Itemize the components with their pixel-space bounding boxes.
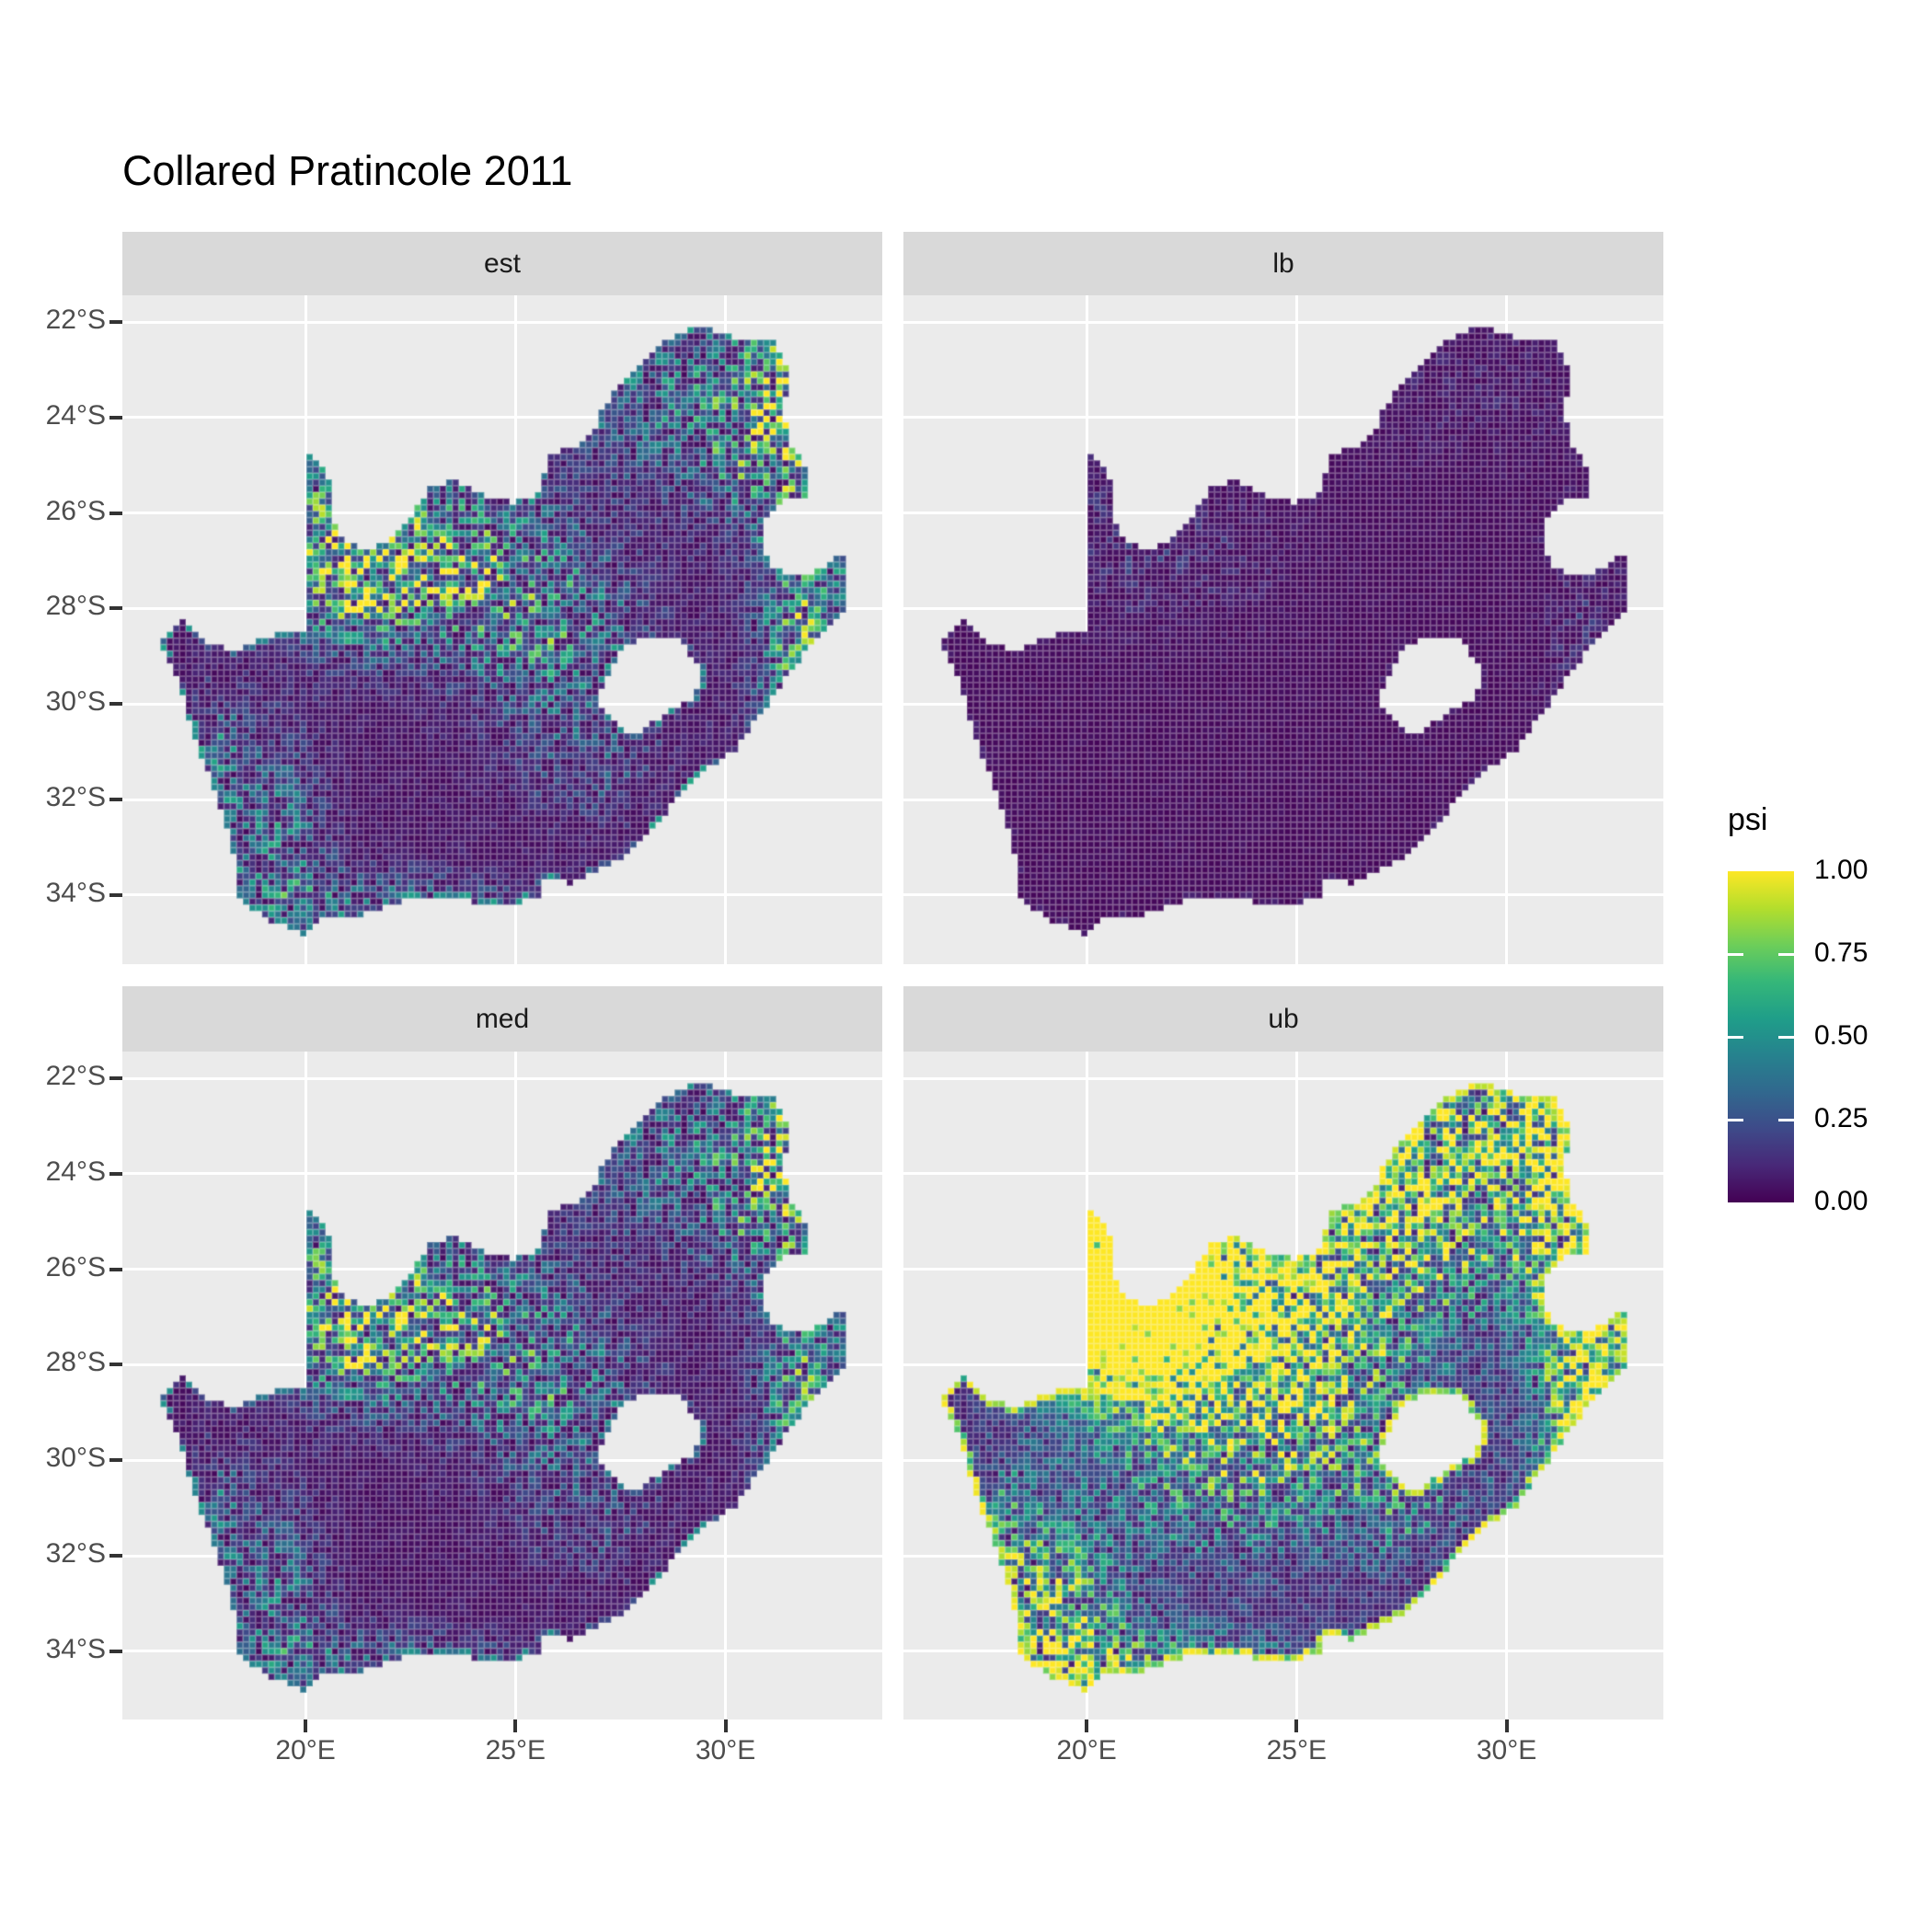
- x-axis-tick: [304, 1719, 308, 1732]
- legend-tick-label: 0.25: [1814, 1103, 1869, 1133]
- x-axis-label: 25°E: [1266, 1735, 1327, 1765]
- x-axis-tick: [1294, 1719, 1299, 1732]
- facet-strip-ub: ub: [903, 986, 1663, 1052]
- y-axis-tick: [109, 798, 122, 802]
- legend-tick-label: 0.00: [1814, 1186, 1869, 1216]
- y-axis-tick: [109, 1267, 122, 1271]
- facet-panel-med: [122, 1052, 882, 1719]
- y-axis-label: 26°S: [45, 495, 106, 526]
- legend-bar-tick-left: [1728, 1035, 1743, 1039]
- y-axis-label: 22°S: [45, 1061, 106, 1092]
- y-axis-tick: [109, 1649, 122, 1653]
- facet-panel-lb: [903, 295, 1663, 964]
- y-axis-tick: [109, 892, 122, 897]
- y-axis-tick: [109, 1076, 122, 1081]
- y-axis-label: 34°S: [45, 877, 106, 908]
- y-axis-label: 30°S: [45, 1443, 106, 1474]
- y-axis-tick: [109, 320, 122, 325]
- y-axis-tick: [109, 1458, 122, 1463]
- y-axis-label: 30°S: [45, 686, 106, 718]
- y-axis-label: 32°S: [45, 1538, 106, 1570]
- legend-bar-tick-right: [1778, 1035, 1794, 1039]
- x-axis-tick: [1085, 1719, 1089, 1732]
- x-axis-tick: [1504, 1719, 1509, 1732]
- legend-bar-tick-left: [1728, 952, 1743, 956]
- y-axis-label: 26°S: [45, 1251, 106, 1282]
- facet-strip-med: med: [122, 986, 882, 1052]
- facet-label: ub: [1268, 1003, 1299, 1034]
- y-axis-label: 28°S: [45, 591, 106, 622]
- legend-bar-tick-right: [1778, 952, 1794, 956]
- x-axis-tick: [723, 1719, 728, 1732]
- y-axis-tick: [109, 606, 122, 611]
- x-axis-label: 20°E: [275, 1735, 336, 1765]
- x-axis-tick: [513, 1719, 518, 1732]
- y-axis-tick: [109, 1363, 122, 1367]
- facet-strip-lb: lb: [903, 232, 1663, 295]
- y-axis-label: 34°S: [45, 1633, 106, 1664]
- legend-bar-tick-left: [1728, 1118, 1743, 1121]
- y-axis-tick: [109, 1171, 122, 1176]
- legend-title: psi: [1728, 802, 1768, 837]
- raster-map-est: [122, 295, 882, 964]
- facet-strip-est: est: [122, 232, 882, 295]
- legend-tick-label: 0.50: [1814, 1020, 1869, 1051]
- y-axis-label: 24°S: [45, 1156, 106, 1187]
- y-axis-label: 32°S: [45, 782, 106, 813]
- legend-tick-label: 0.75: [1814, 937, 1869, 968]
- y-axis-tick: [109, 415, 122, 420]
- x-axis-label: 25°E: [485, 1735, 546, 1765]
- facet-panel-est: [122, 295, 882, 964]
- x-axis-label: 20°E: [1056, 1735, 1117, 1765]
- x-axis-label: 30°E: [1476, 1735, 1537, 1765]
- y-axis-tick: [109, 511, 122, 515]
- legend-bar-tick-right: [1778, 1118, 1794, 1121]
- x-axis-label: 30°E: [695, 1735, 756, 1765]
- y-axis-label: 28°S: [45, 1347, 106, 1378]
- legend-tick-label: 1.00: [1814, 855, 1869, 885]
- y-axis-tick: [109, 1554, 122, 1558]
- plot-title: Collared Pratincole 2011: [122, 147, 573, 194]
- facet-label: med: [475, 1003, 530, 1034]
- y-axis-tick: [109, 702, 122, 707]
- raster-map-med: [122, 1052, 882, 1719]
- facet-label: est: [483, 247, 522, 279]
- facet-panel-ub: [903, 1052, 1663, 1719]
- y-axis-label: 24°S: [45, 399, 106, 431]
- raster-map-lb: [903, 295, 1663, 964]
- y-axis-label: 22°S: [45, 305, 106, 336]
- facet-label: lb: [1272, 247, 1294, 279]
- raster-map-ub: [903, 1052, 1663, 1719]
